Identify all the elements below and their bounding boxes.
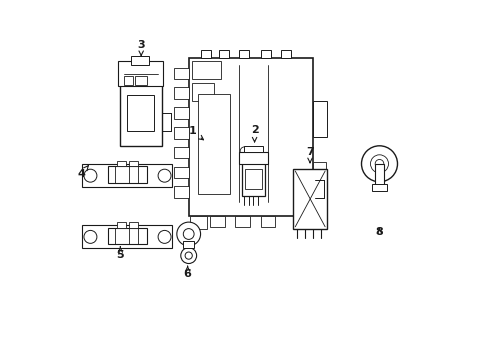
Bar xyxy=(239,50,249,58)
Bar xyxy=(174,186,188,198)
Circle shape xyxy=(185,252,192,259)
Circle shape xyxy=(181,248,196,264)
Text: 7: 7 xyxy=(305,147,313,163)
Bar xyxy=(235,216,249,227)
Bar xyxy=(120,65,162,146)
Circle shape xyxy=(177,222,200,246)
Bar xyxy=(127,95,154,131)
Text: 2: 2 xyxy=(250,125,258,142)
Bar xyxy=(244,146,263,152)
Bar xyxy=(174,127,188,139)
Text: 6: 6 xyxy=(183,266,191,279)
Bar xyxy=(260,50,270,58)
Text: 4: 4 xyxy=(78,166,88,179)
Bar xyxy=(374,164,383,185)
Bar xyxy=(192,61,221,79)
Text: 8: 8 xyxy=(375,227,383,237)
Circle shape xyxy=(158,230,171,243)
Bar xyxy=(293,169,326,229)
Bar xyxy=(134,76,147,85)
Bar xyxy=(82,225,172,248)
Bar xyxy=(117,222,125,228)
Circle shape xyxy=(84,230,97,243)
Text: 1: 1 xyxy=(188,126,203,140)
Bar xyxy=(201,50,211,58)
Bar xyxy=(174,167,188,178)
Bar xyxy=(129,161,138,166)
Circle shape xyxy=(84,169,97,182)
Bar xyxy=(118,61,163,86)
Circle shape xyxy=(183,229,194,239)
Text: 3: 3 xyxy=(137,40,145,56)
Polygon shape xyxy=(183,241,194,248)
Bar xyxy=(312,101,326,137)
Bar xyxy=(117,161,125,166)
Bar xyxy=(192,83,213,101)
Circle shape xyxy=(158,169,171,182)
Bar xyxy=(244,169,261,189)
Bar xyxy=(190,216,206,229)
Bar xyxy=(174,107,188,119)
Bar xyxy=(131,56,149,65)
Circle shape xyxy=(370,155,387,173)
Bar xyxy=(82,164,172,187)
Bar xyxy=(174,87,188,99)
Bar xyxy=(239,152,267,164)
Circle shape xyxy=(240,147,248,156)
Bar xyxy=(174,147,188,158)
Bar xyxy=(260,216,275,227)
Bar xyxy=(123,76,133,85)
Bar xyxy=(197,94,230,194)
Text: 5: 5 xyxy=(116,247,124,260)
Bar xyxy=(107,166,147,183)
Bar xyxy=(129,222,138,228)
Bar xyxy=(280,50,290,58)
Bar xyxy=(371,184,386,191)
Bar xyxy=(242,155,264,196)
Bar xyxy=(107,228,147,244)
Bar xyxy=(219,50,229,58)
Bar xyxy=(312,162,325,187)
Circle shape xyxy=(374,159,383,168)
Circle shape xyxy=(361,146,397,182)
Bar xyxy=(188,58,312,216)
Bar xyxy=(210,216,224,227)
Bar xyxy=(174,68,188,79)
